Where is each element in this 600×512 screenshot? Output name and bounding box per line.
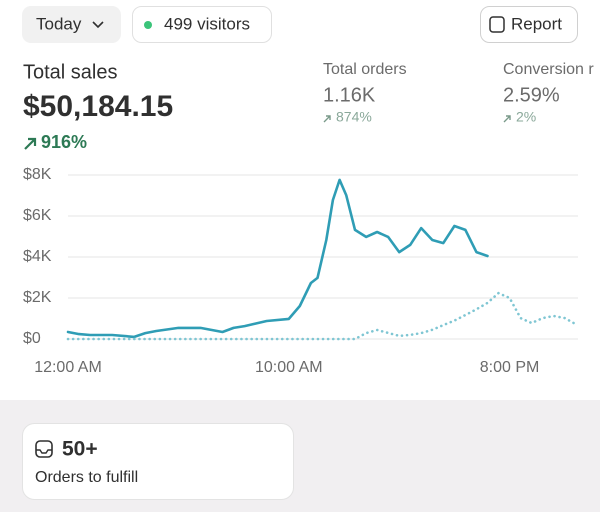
y-tick-label: $8K (23, 166, 52, 183)
card-value: 50+ (62, 438, 98, 461)
up-arrow (503, 115, 511, 123)
metric-change: 916% (41, 132, 87, 152)
report-button[interactable] (480, 6, 578, 43)
live-dot (144, 21, 152, 29)
report-icon (489, 16, 505, 33)
metric-change: 2% (516, 109, 536, 125)
y-tick-label: $0 (23, 330, 41, 347)
y-tick-label: $2K (23, 289, 52, 306)
metric-value: 2.59% (503, 84, 560, 106)
metric-change: 874% (336, 109, 372, 125)
metric-label: Conversion r (503, 61, 594, 78)
date-button-label[interactable]: Today (36, 14, 82, 33)
metric-value: $50,184.15 (23, 90, 173, 123)
up-arrow (24, 137, 37, 150)
sales-chart: $0 $2K $4K $6K $8K 12:00 AM 10:00 AM 8:00 PM (23, 166, 578, 376)
chevron (92, 21, 104, 29)
x-tick-label: 8:00 PM (480, 359, 540, 376)
inbox-icon-tray (36, 449, 52, 454)
series-line (66, 291, 575, 341)
report-label[interactable]: Report (511, 14, 562, 33)
card-label: Orders to fulfill (35, 469, 138, 486)
visitors-label[interactable]: 499 visitors (164, 14, 250, 33)
y-tick-label: $6K (23, 207, 52, 224)
x-tick-label: 12:00 AM (34, 359, 102, 376)
visitors-button[interactable] (132, 6, 272, 43)
series-line (66, 178, 489, 339)
up-arrow (323, 115, 331, 123)
date-button[interactable] (22, 6, 121, 43)
inbox-icon (35, 440, 53, 458)
y-tick-label: $4K (23, 248, 52, 265)
x-tick-label: 10:00 AM (255, 359, 323, 376)
metric-label: Total orders (323, 61, 407, 78)
metric-label: Total sales (23, 61, 118, 83)
fulfill-card[interactable] (22, 423, 294, 500)
metric-value: 1.16K (323, 84, 376, 106)
